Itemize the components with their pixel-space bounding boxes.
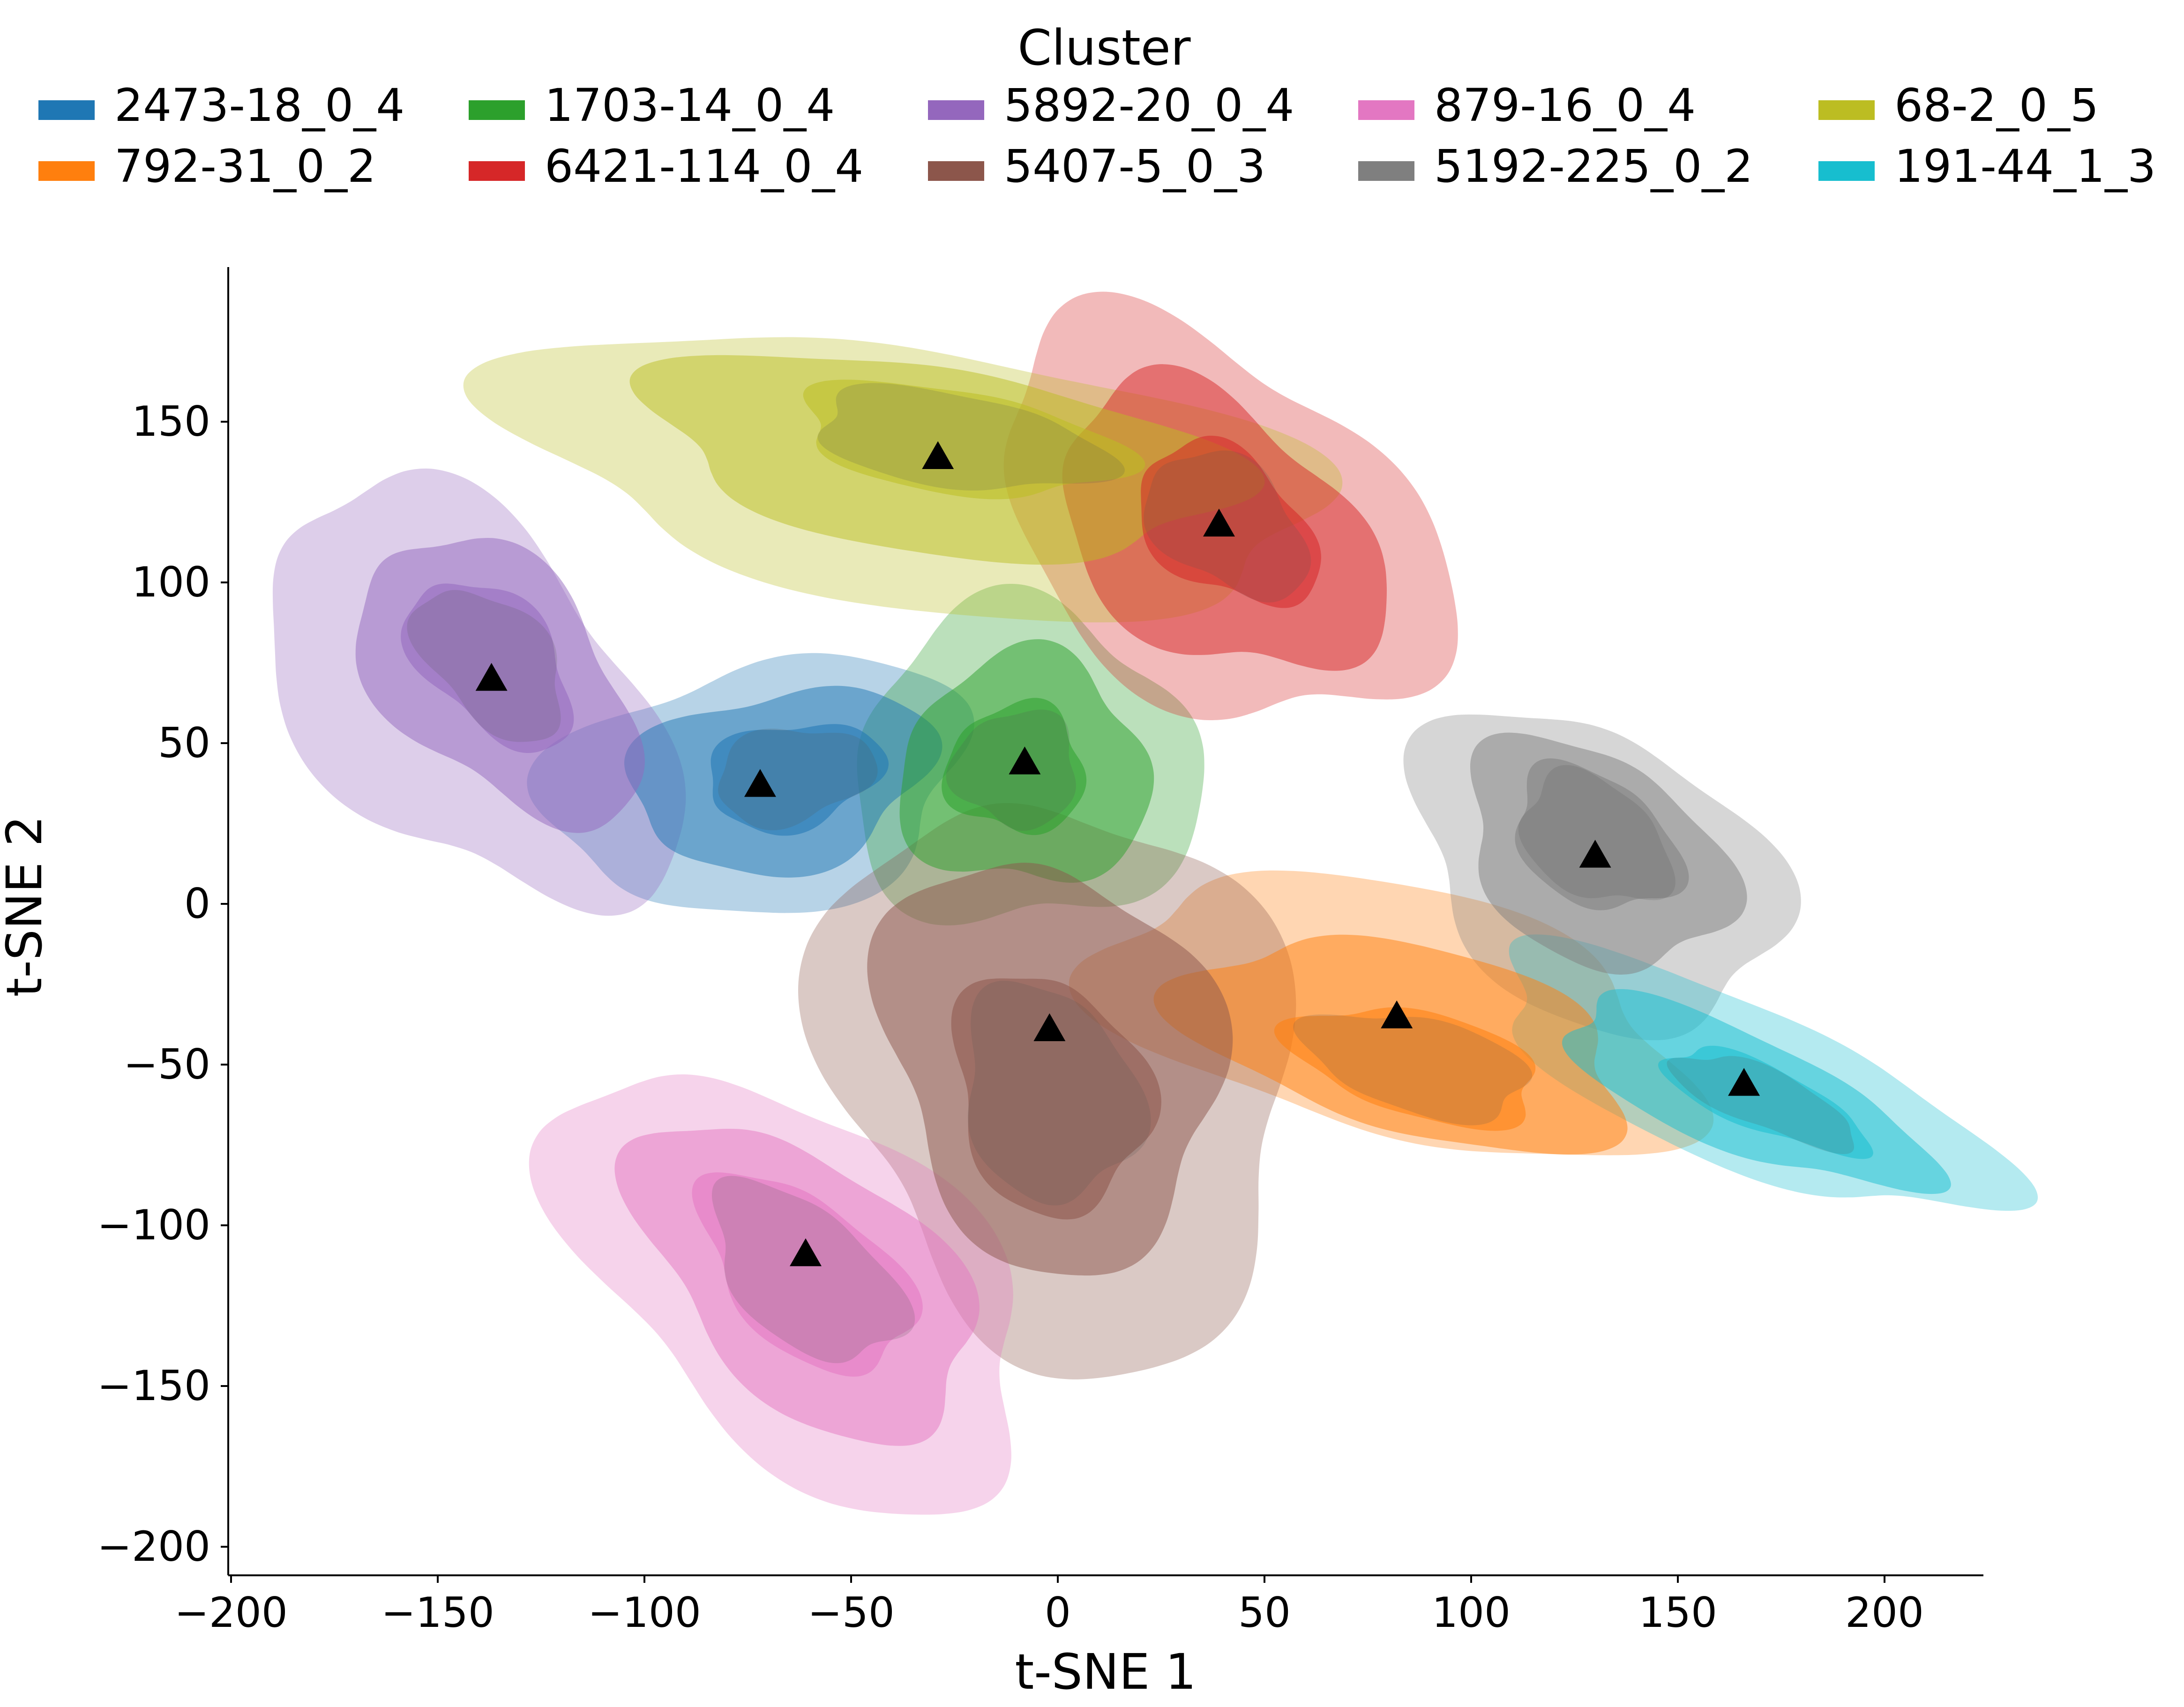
y-tick-label: −150 <box>97 1362 210 1410</box>
centroid-marker-2473-18_0_4 <box>744 769 776 797</box>
legend-label: 191-44_1_3 <box>1894 140 2156 193</box>
y-axis-title: t-SNE 2 <box>0 815 53 997</box>
density-contour-5192-225_0_2 <box>1515 758 1689 910</box>
legend-label: 792-31_0_2 <box>114 140 376 193</box>
density-core-2473-18_0_4 <box>718 728 878 830</box>
centroid-marker-6421-114_0_4 <box>1203 508 1235 537</box>
y-tick-label: −200 <box>97 1522 210 1571</box>
legend-label: 5192-225_0_2 <box>1434 140 1753 193</box>
legend-label: 2473-18_0_4 <box>114 79 404 132</box>
density-core-68-2_0_5 <box>817 383 1125 491</box>
legend-swatch <box>1358 100 1414 120</box>
legend-swatch <box>1818 100 1875 120</box>
density-core-5407-5_0_3 <box>967 981 1151 1206</box>
x-tick-label: −150 <box>381 1588 494 1637</box>
y-tick-label: −50 <box>123 1040 210 1088</box>
density-core-5892-20_0_4 <box>407 590 561 742</box>
density-core-792-31_0_2 <box>1293 1014 1533 1126</box>
centroid-marker-879-16_0_4 <box>789 1238 822 1267</box>
y-tick-label: 100 <box>132 558 210 606</box>
x-tick-label: 200 <box>1845 1588 1924 1637</box>
axes: −200 −150 −100 −50 0 50 100 150 200 150 100 50 0 −50… <box>0 267 1983 1700</box>
legend-label: 68-2_0_5 <box>1894 79 2099 132</box>
legend: Cluster 2473-18_0_4 792-31_0_2 1703-14_0_4… <box>38 19 2156 193</box>
x-axis-title: t-SNE 1 <box>1015 1643 1196 1700</box>
centroid-marker-792-31_0_2 <box>1381 1000 1413 1029</box>
centroid-marker-1703-14_0_4 <box>1009 746 1041 775</box>
x-tick-label: −100 <box>588 1588 701 1637</box>
plot-area <box>272 291 2038 1515</box>
legend-label: 5407-5_0_3 <box>1004 140 1265 193</box>
legend-label: 5892-20_0_4 <box>1004 79 1294 132</box>
density-core-1703-14_0_4 <box>946 709 1076 831</box>
density-contour-191-44_1_3 <box>1658 1045 1873 1159</box>
centroid-marker-5407-5_0_3 <box>1033 1013 1066 1042</box>
x-tick-label: −200 <box>174 1588 288 1637</box>
density-contour-6421-114_0_4 <box>1141 435 1321 608</box>
legend-swatch <box>1358 161 1414 181</box>
centroid-marker-68-2_0_5 <box>922 441 954 469</box>
density-contour-879-16_0_4 <box>692 1172 923 1377</box>
legend-swatch <box>38 100 95 120</box>
density-core-879-16_0_4 <box>711 1176 915 1364</box>
x-tick-label: 100 <box>1432 1588 1511 1637</box>
x-tick-label: −50 <box>808 1588 895 1637</box>
x-tick-label: 0 <box>1045 1588 1071 1637</box>
centroid-marker-5892-20_0_4 <box>475 663 508 691</box>
legend-label: 6421-114_0_4 <box>545 140 863 193</box>
x-tick-label: 50 <box>1238 1588 1291 1637</box>
y-tick-label: 0 <box>184 880 210 928</box>
centroid-marker-5192-225_0_2 <box>1579 840 1611 868</box>
density-core-5192-225_0_2 <box>1518 765 1675 901</box>
legend-title: Cluster <box>1017 19 1190 76</box>
density-contour-5407-5_0_3 <box>951 978 1161 1220</box>
legend-label: 1703-14_0_4 <box>545 79 835 132</box>
legend-swatch <box>469 161 525 181</box>
density-contour-792-31_0_2 <box>1274 1007 1536 1131</box>
legend-label: 879-16_0_4 <box>1434 79 1696 132</box>
centroid-marker-191-44_1_3 <box>1728 1068 1760 1096</box>
x-tick-label: 150 <box>1638 1588 1717 1637</box>
y-tick-label: 50 <box>158 719 210 767</box>
y-tick-label: 150 <box>132 397 210 446</box>
density-contour-2473-18_0_4 <box>711 724 889 836</box>
legend-swatch <box>469 100 525 120</box>
density-contour-5892-20_0_4 <box>401 583 574 753</box>
density-contour-68-2_0_5 <box>803 380 1145 499</box>
legend-swatch <box>1818 161 1875 181</box>
legend-swatch <box>38 161 95 181</box>
density-core-191-44_1_3 <box>1667 1056 1855 1155</box>
legend-swatch <box>928 161 984 181</box>
legend-swatch <box>928 100 984 120</box>
y-tick-label: −100 <box>97 1201 210 1249</box>
